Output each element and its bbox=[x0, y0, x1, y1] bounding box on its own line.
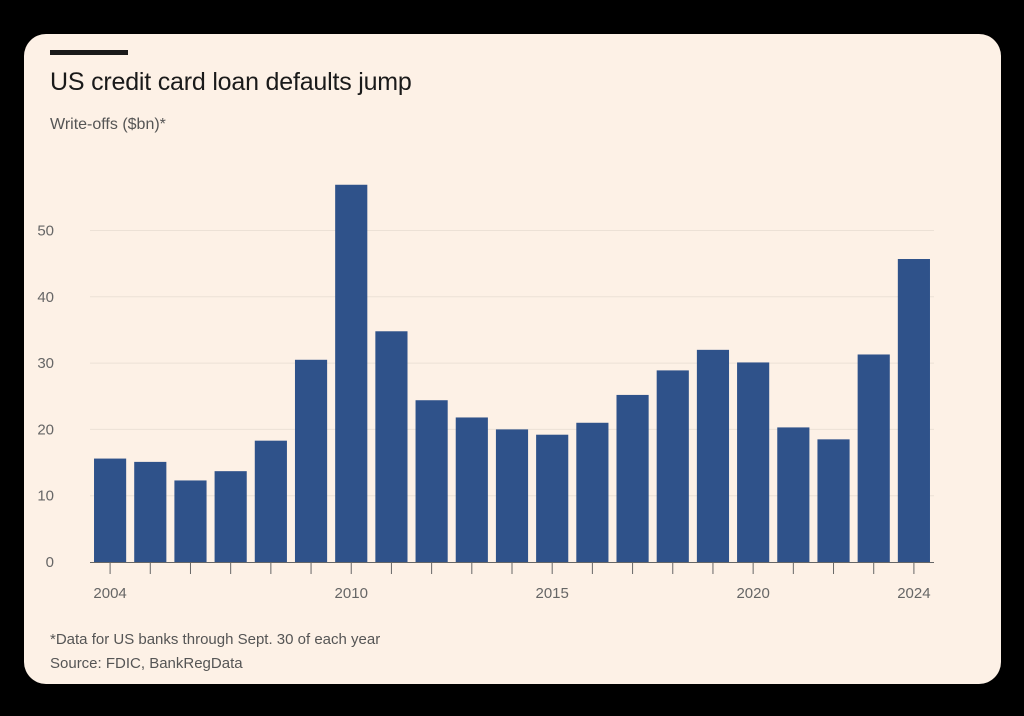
bar-2021 bbox=[777, 427, 810, 562]
chart-footnote: *Data for US banks through Sept. 30 of e… bbox=[50, 631, 381, 648]
bar-2005 bbox=[134, 461, 167, 562]
y-tick-label-50: 50 bbox=[37, 223, 54, 240]
title-rule bbox=[50, 50, 128, 55]
bar-chart: 0 10 20 30 40 50 2004 2010 2015 2020 2024 bbox=[37, 184, 934, 602]
bar-2024 bbox=[897, 259, 930, 562]
y-tick-label-40: 40 bbox=[37, 289, 54, 306]
chart-subtitle: Write-offs ($bn)* bbox=[50, 116, 166, 133]
bar-2019 bbox=[696, 349, 730, 562]
bar-2017 bbox=[616, 394, 649, 562]
bar-2023 bbox=[857, 354, 890, 562]
bar-2014 bbox=[495, 429, 529, 562]
y-tick-label-10: 10 bbox=[37, 488, 54, 505]
chart-title: US credit card loan defaults jump bbox=[50, 68, 412, 96]
y-tick-label-0: 0 bbox=[46, 554, 54, 571]
bar-2010 bbox=[335, 184, 368, 563]
chart-card: US credit card loan defaults jump Write-… bbox=[24, 34, 1001, 684]
chart-source: Source: FDIC, BankRegData bbox=[50, 655, 243, 672]
x-tick-label-2015: 2015 bbox=[536, 585, 569, 602]
bar-2013 bbox=[455, 417, 488, 562]
x-axis bbox=[90, 562, 934, 574]
bar-2022 bbox=[817, 439, 850, 562]
y-tick-label-20: 20 bbox=[37, 421, 54, 438]
bar-2012 bbox=[415, 400, 448, 562]
bar-2009 bbox=[294, 359, 328, 562]
bar-2020 bbox=[737, 362, 770, 562]
x-tick-label-2010: 2010 bbox=[335, 585, 368, 602]
bar-2011 bbox=[375, 331, 408, 562]
bar-2008 bbox=[254, 440, 287, 562]
bars bbox=[94, 184, 930, 563]
bar-2007 bbox=[214, 471, 247, 562]
x-tick-label-2004: 2004 bbox=[93, 585, 126, 602]
x-tick-labels: 2004 2010 2015 2020 2024 bbox=[93, 585, 930, 602]
bar-2004 bbox=[94, 458, 127, 562]
x-tick-label-2024: 2024 bbox=[897, 585, 930, 602]
y-tick-label-30: 30 bbox=[37, 355, 54, 372]
bar-2006 bbox=[174, 480, 207, 562]
y-tick-labels: 0 10 20 30 40 50 bbox=[37, 223, 54, 572]
bar-2015 bbox=[536, 434, 569, 562]
bar-2016 bbox=[576, 422, 609, 562]
x-tick-label-2020: 2020 bbox=[736, 585, 769, 602]
bar-2018 bbox=[656, 370, 689, 562]
